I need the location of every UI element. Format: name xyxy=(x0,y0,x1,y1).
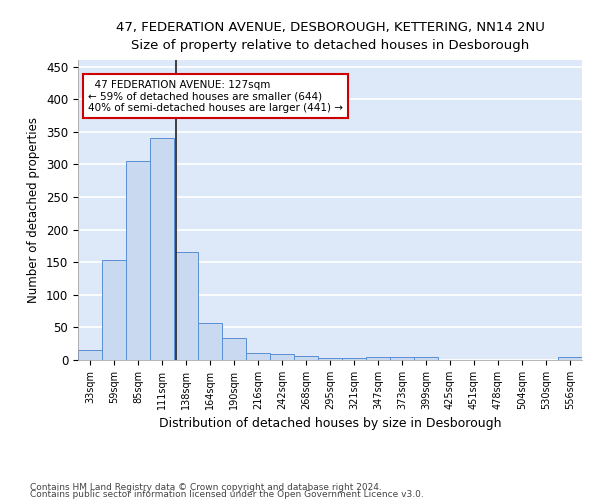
Bar xyxy=(126,161,150,360)
Bar xyxy=(294,356,318,360)
Bar xyxy=(414,356,438,360)
Bar xyxy=(270,354,294,360)
Bar xyxy=(390,356,414,360)
Title: 47, FEDERATION AVENUE, DESBOROUGH, KETTERING, NN14 2NU
Size of property relative: 47, FEDERATION AVENUE, DESBOROUGH, KETTE… xyxy=(116,21,544,52)
Text: Contains HM Land Registry data © Crown copyright and database right 2024.: Contains HM Land Registry data © Crown c… xyxy=(30,484,382,492)
Bar xyxy=(78,350,102,360)
X-axis label: Distribution of detached houses by size in Desborough: Distribution of detached houses by size … xyxy=(159,418,501,430)
Bar xyxy=(174,252,198,360)
Bar xyxy=(222,338,246,360)
Text: 47 FEDERATION AVENUE: 127sqm
← 59% of detached houses are smaller (644)
40% of s: 47 FEDERATION AVENUE: 127sqm ← 59% of de… xyxy=(88,80,343,112)
Bar xyxy=(318,358,342,360)
Bar xyxy=(342,358,366,360)
Text: Contains public sector information licensed under the Open Government Licence v3: Contains public sector information licen… xyxy=(30,490,424,499)
Bar xyxy=(246,354,270,360)
Bar xyxy=(150,138,174,360)
Bar xyxy=(366,356,390,360)
Bar xyxy=(102,260,126,360)
Bar xyxy=(558,358,582,360)
Bar xyxy=(198,324,222,360)
Y-axis label: Number of detached properties: Number of detached properties xyxy=(28,117,40,303)
